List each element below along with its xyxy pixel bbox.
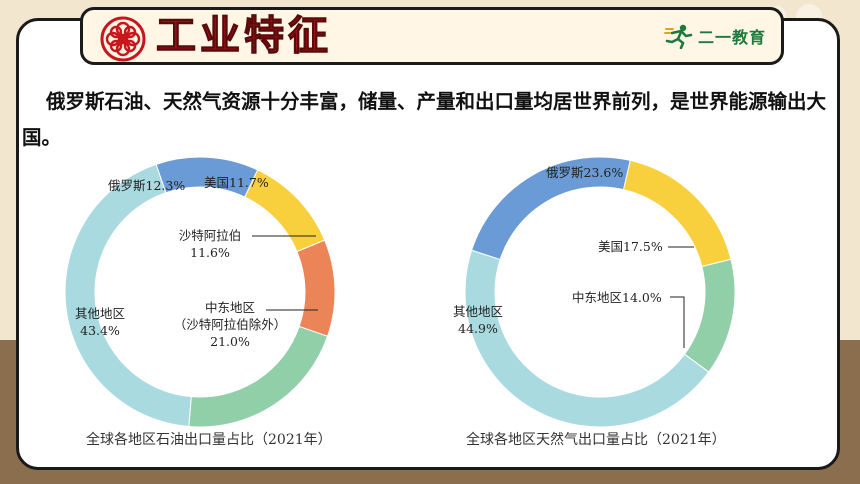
oil-chart-caption: 全球各地区石油出口量占比（2021年） xyxy=(86,432,332,448)
slice-label: 其他地区 44.9% xyxy=(453,304,503,336)
flower-emblem-icon xyxy=(100,16,146,62)
logo-text: 二一教育 xyxy=(698,28,767,47)
page-title: 工业特征 xyxy=(155,11,332,59)
brand-logo: 二一教育 xyxy=(664,22,766,50)
donut-slice xyxy=(64,163,192,428)
slice-label: 其他地区 43.4% xyxy=(75,306,125,338)
donut-slice xyxy=(464,249,710,428)
oil-export-donut-chart: 俄罗斯12.3% 美国11.7% 沙特阿拉伯 11.6% 中东地区（沙特阿拉伯除外） 21… xyxy=(64,156,336,428)
slice-label: 俄罗斯23.6% xyxy=(546,165,623,180)
gas-chart-caption: 全球各地区天然气出口量占比（2021年） xyxy=(466,432,726,448)
slice-label: 中东地区（沙特阿拉伯除外） 21.0% xyxy=(174,300,287,349)
slice-label: 美国11.7% xyxy=(204,175,269,190)
slice-label: 俄罗斯12.3% xyxy=(108,178,185,193)
title-banner xyxy=(80,7,784,65)
body-paragraph: 俄罗斯石油、天然气资源十分丰富，储量、产量和出口量均居世界前列，是世界能源输出大… xyxy=(22,90,827,149)
label-leader-line xyxy=(670,296,685,348)
slice-label: 美国17.5% xyxy=(598,239,663,254)
runner-logo-icon xyxy=(664,24,693,49)
gas-export-donut-chart: 俄罗斯23.6% 美国17.5% 中东地区14.0% 其他地区 44.9% xyxy=(453,156,736,428)
slice-label: 沙特阿拉伯 11.6% xyxy=(179,228,242,260)
donut-slice xyxy=(296,239,336,337)
slice-label: 中东地区14.0% xyxy=(572,290,662,305)
donut-slice xyxy=(683,258,736,373)
